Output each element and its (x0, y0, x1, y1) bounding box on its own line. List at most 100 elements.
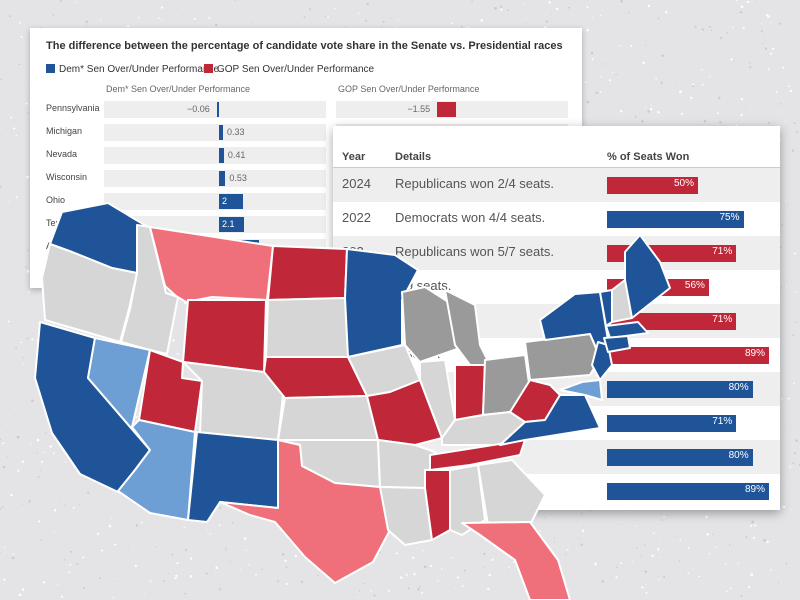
state-maine (624, 234, 671, 319)
background-speck (703, 119, 707, 123)
background-speck (412, 556, 415, 559)
background-speck (708, 553, 711, 555)
background-speck (61, 595, 64, 598)
background-speck (344, 26, 347, 28)
background-speck (754, 524, 757, 527)
background-speck (790, 508, 792, 510)
background-speck (87, 491, 90, 494)
background-speck (234, 0, 236, 1)
background-speck (745, 536, 748, 539)
background-speck (429, 564, 433, 567)
background-speck (64, 504, 66, 507)
background-speck (185, 548, 188, 552)
state-georgia (477, 459, 546, 526)
details-cell: Republicans won 5/7 seats. (395, 244, 554, 259)
background-speck (149, 580, 152, 583)
legend-label-gop: GOP Sen Over/Under Performance (217, 64, 375, 75)
background-speck (0, 438, 1, 441)
background-speck (72, 506, 75, 509)
seats-value-label: 71% (712, 314, 733, 325)
background-speck (544, 517, 546, 519)
background-speck (18, 593, 22, 597)
background-speck (615, 576, 618, 579)
background-speck (640, 570, 642, 572)
background-speck (750, 573, 753, 576)
legend-swatch-dem (46, 64, 55, 73)
background-speck (594, 563, 597, 566)
background-speck (494, 7, 497, 10)
background-speck (655, 77, 657, 80)
background-speck (421, 591, 424, 594)
background-speck (28, 500, 31, 503)
background-speck (772, 47, 775, 50)
background-speck (768, 121, 770, 124)
performance-row: Pennsylvania −0.06 −1.55 (30, 98, 582, 120)
background-speck (112, 596, 114, 599)
background-speck (694, 25, 697, 28)
state-south-dakota (265, 297, 349, 358)
seats-value-label: 71% (712, 416, 733, 427)
background-speck (491, 558, 494, 561)
background-speck (545, 20, 548, 23)
background-speck (611, 71, 613, 73)
legend-item-dem: Dem* Sen Over/Under Performance (46, 64, 219, 75)
column-header-details: Details (395, 151, 432, 163)
background-speck (381, 26, 383, 28)
details-cell: Republicans won 2/4 seats. (395, 176, 554, 191)
background-speck (780, 287, 782, 289)
background-speck (592, 16, 594, 18)
background-speck (294, 554, 298, 558)
background-speck (739, 13, 741, 15)
background-speck (3, 578, 6, 581)
background-speck (27, 291, 30, 293)
background-speck (82, 556, 85, 559)
background-speck (64, 558, 66, 561)
background-speck (605, 82, 607, 84)
background-speck (419, 586, 421, 588)
background-speck (62, 501, 64, 503)
state-north-dakota (267, 245, 348, 301)
background-speck (657, 17, 660, 20)
seats-bar (607, 381, 753, 398)
background-speck (366, 2, 369, 6)
background-speck (252, 22, 253, 23)
background-speck (172, 339, 175, 342)
background-speck (193, 17, 196, 20)
background-speck (645, 584, 647, 586)
background-speck (2, 506, 4, 508)
background-speck (661, 54, 664, 57)
background-speck (785, 278, 787, 280)
background-speck (22, 357, 25, 359)
seats-bar (607, 177, 698, 194)
background-speck (219, 506, 222, 509)
background-speck (176, 352, 179, 355)
background-speck (23, 363, 25, 365)
background-speck (750, 105, 752, 107)
background-speck (370, 590, 373, 592)
background-speck (0, 507, 2, 510)
background-speck (56, 584, 59, 586)
background-speck (742, 26, 745, 29)
background-speck (674, 81, 676, 83)
state-label: Ohio (46, 195, 66, 205)
background-speck (661, 519, 663, 521)
legend-item-gop: GOP Sen Over/Under Performance (204, 64, 374, 75)
background-speck (13, 127, 16, 130)
background-speck (134, 565, 137, 568)
background-speck (373, 594, 376, 597)
background-speck (586, 28, 590, 32)
background-speck (634, 115, 637, 118)
background-speck (728, 544, 731, 546)
background-speck (710, 29, 713, 32)
background-speck (214, 572, 216, 574)
background-speck (483, 566, 485, 568)
background-speck (681, 112, 684, 115)
background-speck (582, 529, 585, 532)
background-speck (601, 63, 604, 65)
chart-title: The difference between the percentage of… (46, 40, 563, 52)
background-speck (645, 592, 648, 594)
background-speck (189, 557, 193, 560)
background-speck (779, 246, 782, 249)
background-speck (775, 53, 777, 55)
background-speck (781, 224, 784, 227)
